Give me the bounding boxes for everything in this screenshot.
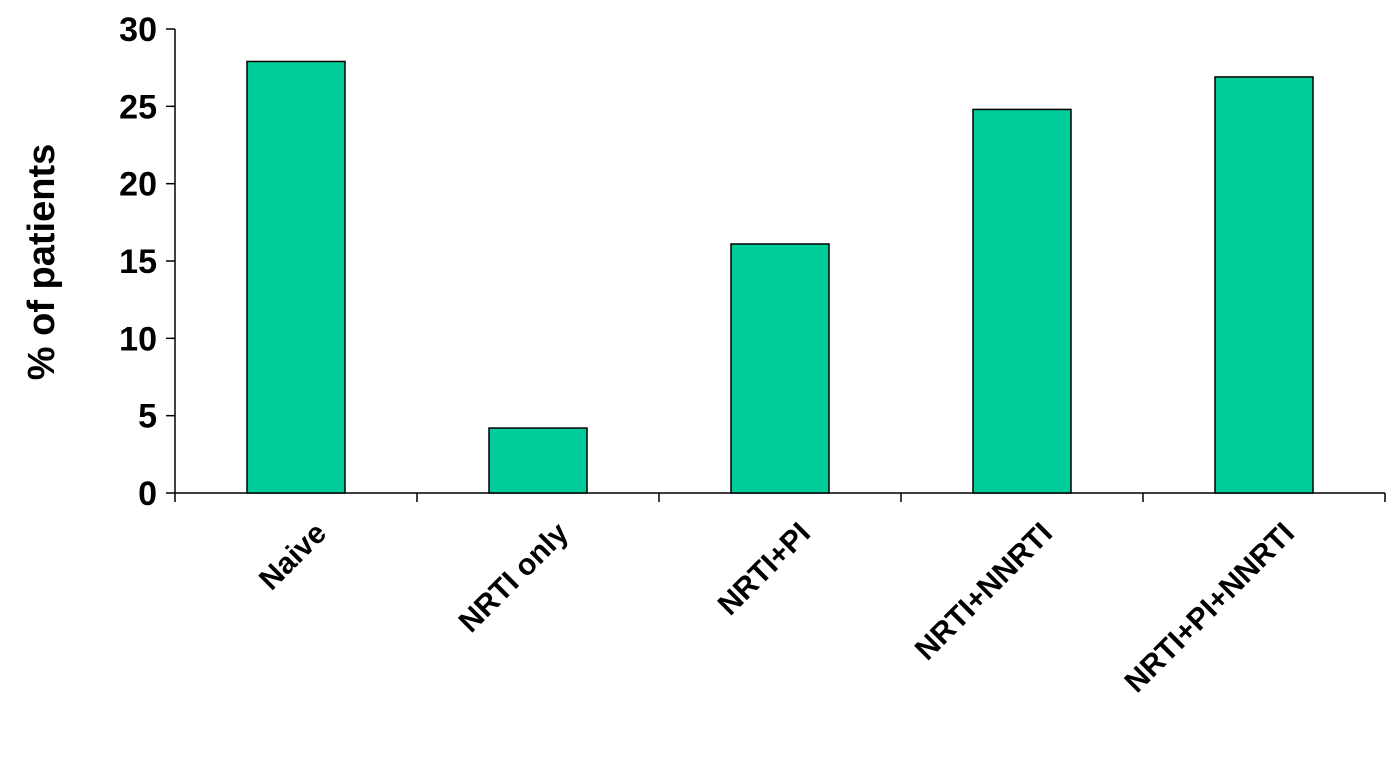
x-axis xyxy=(174,492,1386,502)
y-tick-label: 30 xyxy=(119,11,157,49)
y-axis-title: % of patients xyxy=(21,144,63,380)
bar-nrti-nnrti xyxy=(972,108,1072,494)
x-category-label: NRTI+NNRTI xyxy=(909,517,1059,667)
y-tick-label: 0 xyxy=(138,475,157,513)
y-tick-label: 15 xyxy=(119,243,157,281)
bar-nrti-pi-nnrti xyxy=(1214,76,1314,494)
bar-naive xyxy=(246,60,346,494)
x-category-label: Naive xyxy=(253,517,333,597)
bar-nrti-pi xyxy=(730,243,830,494)
bars xyxy=(246,60,1314,494)
y-tick-label: 10 xyxy=(119,320,157,358)
y-tick-label: 20 xyxy=(119,166,157,204)
x-category-label: NRTI+PI+NNRTI xyxy=(1118,517,1300,699)
bar-nrti-only xyxy=(488,427,588,494)
x-category-label: NRTI+PI xyxy=(712,517,817,622)
y-axis: 0 5 10 15 20 25 30 xyxy=(119,11,176,513)
x-category-label: NRTI only xyxy=(453,516,576,639)
category-labels: Naive NRTI only NRTI+PI NRTI+NNRTI NRTI+PI+N… xyxy=(253,516,1301,699)
y-tick-label: 25 xyxy=(119,88,157,126)
y-tick-label: 5 xyxy=(138,398,157,436)
